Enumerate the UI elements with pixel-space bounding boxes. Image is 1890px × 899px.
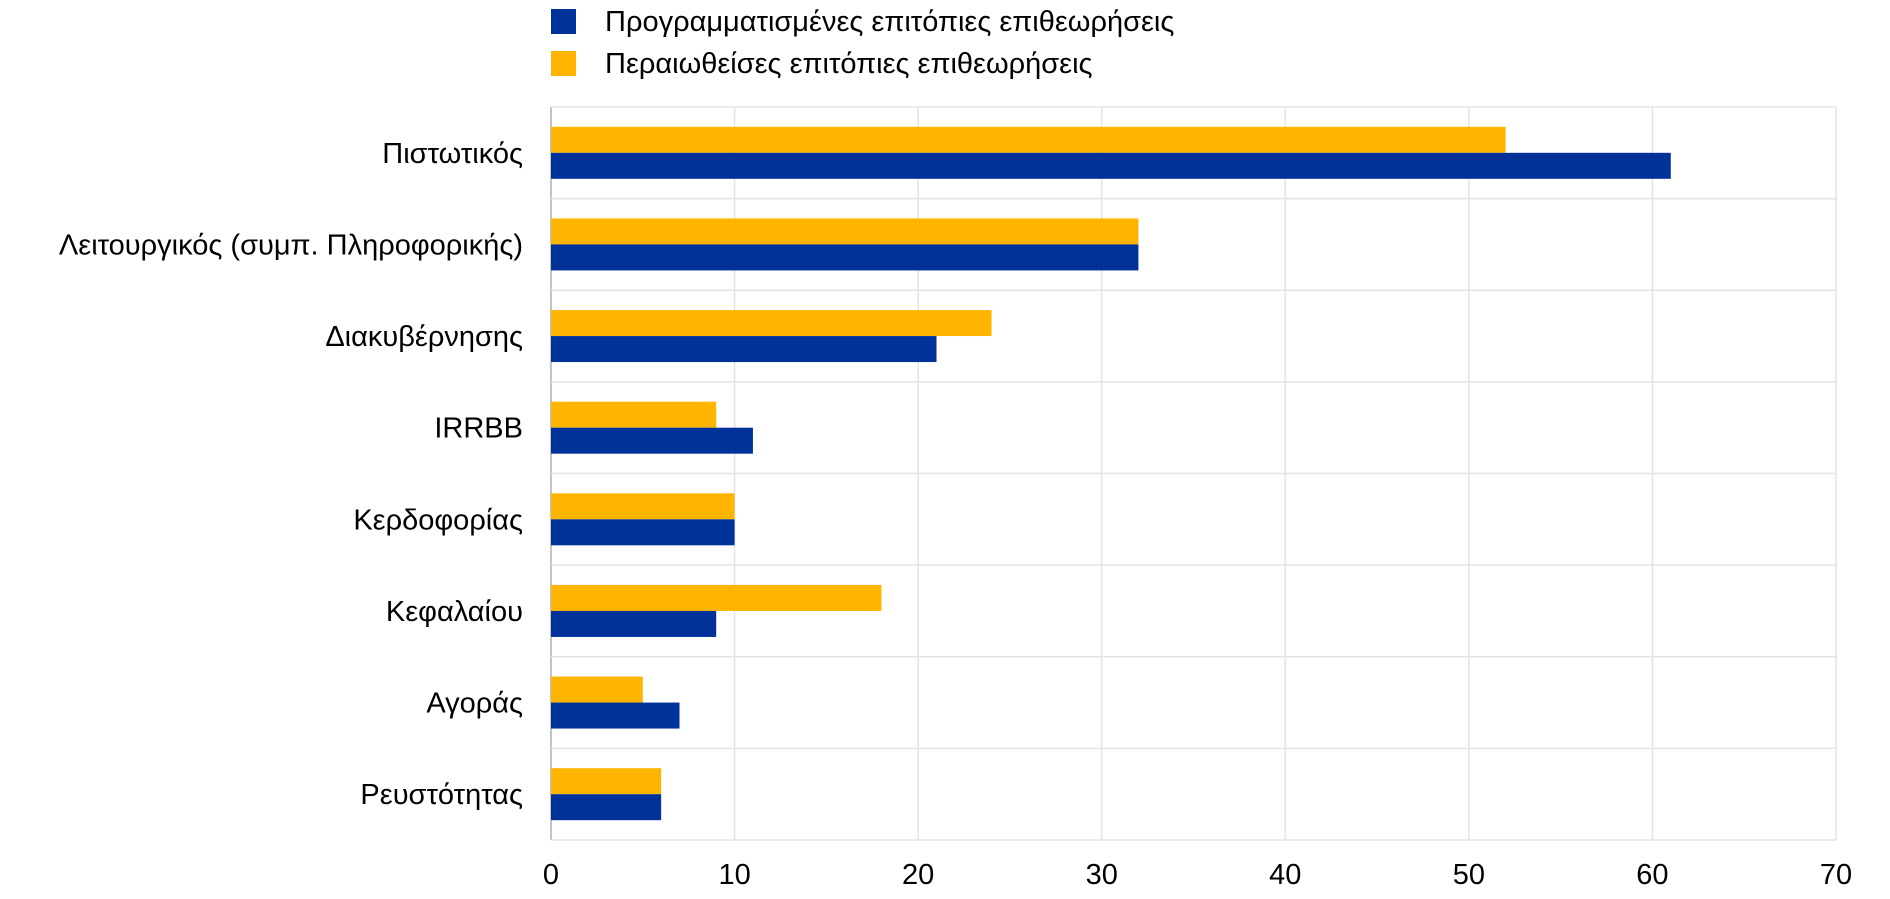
category-label: Κερδοφορίας xyxy=(353,504,523,536)
bar-planned-1 xyxy=(551,244,1139,271)
bar-completed-5 xyxy=(551,584,882,611)
bar-planned-5 xyxy=(551,610,717,637)
x-tick-label: 70 xyxy=(1820,859,1852,891)
bar-planned-3 xyxy=(551,427,753,454)
bar-completed-7 xyxy=(551,768,662,795)
x-tick-label: 30 xyxy=(1086,859,1118,891)
legend-label-completed: Περαιωθείσες επιτόπιες επιθεωρήσεις xyxy=(605,48,1093,80)
legend-swatch-completed xyxy=(551,51,576,76)
x-tick-label: 60 xyxy=(1636,859,1668,891)
bar-planned-0 xyxy=(551,152,1671,179)
legend-swatch-planned xyxy=(551,9,576,34)
category-label: IRRBB xyxy=(434,413,523,445)
category-labels: Πιστωτικός Λειτουργικός (συμπ. Πληροφορικ… xyxy=(59,138,523,811)
gridlines xyxy=(550,106,1837,841)
x-tick-label: 10 xyxy=(718,859,750,891)
bars xyxy=(551,126,1671,821)
category-label: Αγοράς xyxy=(426,688,523,720)
bar-completed-6 xyxy=(551,676,643,703)
legend-label-planned: Προγραμματισμένες επιτόπιες επιθεωρήσεις xyxy=(605,6,1174,38)
x-tick-label: 40 xyxy=(1269,859,1301,891)
category-label: Λειτουργικός (συμπ. Πληροφορικής) xyxy=(59,229,523,261)
bar-completed-1 xyxy=(551,218,1139,245)
x-axis: 0 10 20 30 40 50 60 70 xyxy=(543,859,1852,891)
bar-planned-7 xyxy=(551,794,662,821)
category-label: Ρευστότητας xyxy=(360,779,523,811)
bar-planned-2 xyxy=(551,336,937,363)
category-label: Διακυβέρνησης xyxy=(325,321,523,353)
legend: Προγραμματισμένες επιτόπιες επιθεωρήσεις… xyxy=(551,6,1174,80)
category-label: Πιστωτικός xyxy=(382,138,523,170)
bar-planned-6 xyxy=(551,702,680,729)
bar-completed-4 xyxy=(551,493,735,520)
bar-completed-0 xyxy=(551,126,1506,153)
bar-completed-2 xyxy=(551,310,992,337)
bar-completed-3 xyxy=(551,401,717,428)
x-tick-label: 50 xyxy=(1453,859,1485,891)
category-label: Κεφαλαίου xyxy=(386,596,523,628)
x-tick-label: 0 xyxy=(543,859,559,891)
x-tick-label: 20 xyxy=(902,859,934,891)
bar-planned-4 xyxy=(551,519,735,546)
